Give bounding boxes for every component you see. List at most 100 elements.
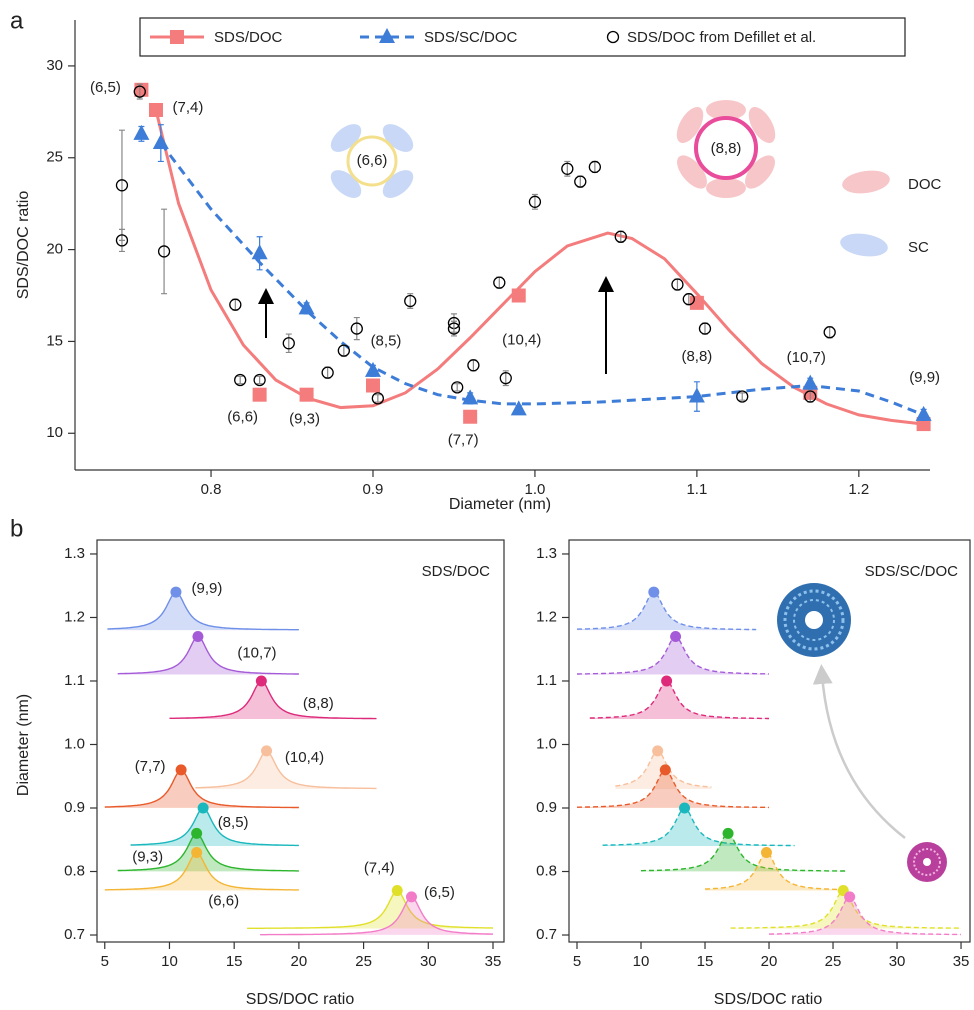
error-bar bbox=[374, 394, 381, 403]
peak-line bbox=[577, 635, 769, 675]
peak-line bbox=[117, 635, 299, 675]
marker-square bbox=[134, 82, 149, 97]
marker-triangle bbox=[364, 361, 381, 377]
marker-triangle bbox=[298, 299, 315, 315]
marker-circle bbox=[698, 322, 712, 335]
error-bar bbox=[826, 326, 833, 339]
y-tick-label: 0.9 bbox=[536, 799, 557, 816]
marker-square bbox=[511, 288, 526, 303]
y-tick-label: 1.1 bbox=[64, 672, 85, 689]
x-tick-label: 0.9 bbox=[363, 481, 384, 498]
y-axis-title: Diameter (nm) bbox=[15, 694, 32, 796]
point-label: (10,4) bbox=[502, 331, 541, 348]
peak-dot bbox=[670, 631, 682, 643]
y-tick-label: 0.8 bbox=[64, 862, 85, 879]
peak-fill bbox=[705, 852, 846, 891]
x-tick-label: 35 bbox=[485, 953, 502, 970]
y-tick-label: 1.0 bbox=[536, 735, 557, 752]
y-tick-label: 1.2 bbox=[64, 608, 85, 625]
peak-line bbox=[615, 750, 712, 788]
fit-line bbox=[154, 109, 924, 426]
marker-circle bbox=[499, 372, 512, 385]
x-tick-label: 10 bbox=[161, 953, 178, 970]
x-axis-title: SDS/DOC ratio bbox=[714, 991, 823, 1008]
marker-circle bbox=[350, 322, 363, 335]
marker-square bbox=[463, 409, 478, 424]
x-tick-label: 30 bbox=[889, 953, 906, 970]
x-tick-label: 30 bbox=[420, 953, 437, 970]
peak-line bbox=[602, 807, 795, 847]
peak-line bbox=[104, 851, 299, 891]
peak-fill bbox=[195, 750, 377, 789]
doc-icon bbox=[842, 170, 890, 194]
y-tick-label: 30 bbox=[46, 57, 63, 74]
peak-line bbox=[117, 832, 299, 872]
x-axis-title: SDS/DOC ratio bbox=[246, 991, 355, 1008]
marker-circle bbox=[467, 359, 480, 372]
marker-circle bbox=[371, 392, 384, 405]
peak-line bbox=[247, 889, 494, 929]
peak-dot bbox=[191, 827, 203, 839]
x-tick-label: 35 bbox=[953, 953, 970, 970]
marker-circle bbox=[253, 373, 266, 387]
component-label: SC bbox=[908, 239, 929, 256]
marker-square bbox=[148, 103, 163, 117]
y-tick-label: 20 bbox=[46, 241, 63, 258]
x-tick-label: 15 bbox=[226, 953, 243, 970]
marker-triangle bbox=[688, 387, 705, 403]
marker-square bbox=[365, 378, 380, 393]
curve-label: (9,3) bbox=[132, 848, 163, 865]
schematic-66 bbox=[330, 124, 414, 198]
point-label: (7,4) bbox=[173, 99, 204, 116]
error-bar bbox=[161, 208, 168, 295]
curve-label: (9,9) bbox=[192, 580, 223, 597]
y-tick-label: 0.7 bbox=[536, 926, 557, 943]
curve-label: (10,7) bbox=[237, 644, 276, 661]
marker-triangle bbox=[379, 28, 395, 43]
x-axis-title: Diameter (nm) bbox=[449, 496, 551, 513]
peak-fill bbox=[602, 808, 795, 846]
marker-triangle bbox=[802, 374, 819, 390]
peak-fill bbox=[641, 833, 846, 872]
x-tick-label: 20 bbox=[761, 953, 778, 970]
peak-line bbox=[104, 769, 299, 809]
marker-circle bbox=[682, 293, 695, 306]
marker-circle bbox=[574, 175, 587, 188]
peak-fill bbox=[577, 592, 757, 631]
marker-circle bbox=[234, 373, 247, 387]
peak-dot bbox=[170, 586, 182, 598]
marker-triangle bbox=[915, 405, 932, 421]
marker-circle bbox=[671, 278, 684, 291]
peak-fill bbox=[730, 890, 962, 929]
arrow bbox=[812, 664, 906, 839]
marker-square bbox=[299, 387, 314, 402]
y-tick-label: 0.8 bbox=[536, 862, 557, 879]
curve-label: (7,4) bbox=[364, 860, 395, 877]
sc-icon bbox=[840, 233, 888, 257]
fit-line bbox=[159, 142, 925, 417]
panel-label: a bbox=[10, 7, 24, 34]
error-bar bbox=[118, 129, 125, 242]
curve-label: (7,7) bbox=[135, 758, 166, 775]
peak-line bbox=[769, 896, 961, 936]
peak-line bbox=[130, 807, 299, 847]
error-bar bbox=[237, 375, 244, 385]
y-tick-label: 1.3 bbox=[64, 545, 85, 562]
peak-fill bbox=[117, 636, 299, 675]
marker-circle bbox=[804, 390, 817, 403]
panel-label: b bbox=[10, 515, 23, 542]
marker-circle bbox=[337, 344, 350, 357]
error-bar bbox=[256, 375, 263, 385]
x-tick-label: 0.8 bbox=[201, 481, 222, 498]
error-bar bbox=[701, 322, 708, 335]
marker-circle bbox=[493, 276, 506, 289]
marker-circle bbox=[115, 234, 129, 247]
panel-title: SDS/DOC bbox=[422, 563, 491, 580]
legend-label: SDS/DOC bbox=[214, 29, 283, 46]
tube-label: (8,8) bbox=[711, 140, 742, 157]
peak-dot bbox=[191, 846, 203, 858]
point-label: (9,9) bbox=[909, 369, 940, 386]
peak-dot bbox=[661, 675, 673, 687]
point-label: (9,3) bbox=[289, 411, 320, 428]
legend-box bbox=[139, 17, 906, 57]
